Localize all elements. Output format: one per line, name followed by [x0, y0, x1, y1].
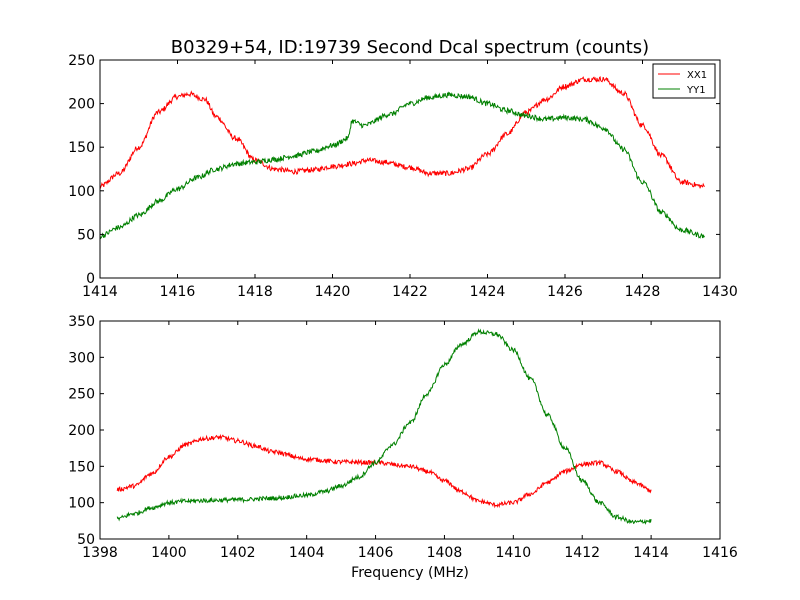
- legend-box: [652, 63, 716, 99]
- bottom-plot: 1398 1400 1402 1404 1406 1408 1410 1412 1414 1416…: [68, 314, 738, 561]
- x-tick-label: 1424: [470, 284, 506, 300]
- y-tick-label: 100: [68, 184, 95, 200]
- y-tick-label: 50: [77, 227, 95, 243]
- x-tick-label: 1404: [289, 545, 325, 561]
- x-tick-label: 1406: [358, 545, 394, 561]
- x-tick-label: 1408: [427, 545, 463, 561]
- xx1-line: [116, 433, 652, 509]
- top-chart-title: B0329+54, ID:19739 Second Dcal spectrum …: [171, 37, 649, 58]
- x-tick-label: 1428: [625, 284, 661, 300]
- y-tick-label: 300: [68, 350, 95, 366]
- x-tick-label: 1414: [82, 284, 118, 300]
- x-tick-label: 1416: [160, 284, 196, 300]
- bottom-x-axis-label: Frequency (MHz): [351, 565, 469, 581]
- y-tick-label: 100: [68, 496, 95, 512]
- y-tick-label: 200: [68, 97, 95, 113]
- y-tick-label: 250: [68, 53, 95, 69]
- x-tick-label: 1400: [151, 545, 187, 561]
- x-tick-label: 1430: [702, 284, 738, 300]
- x-tick-label: 1410: [496, 545, 532, 561]
- legend-label: XX1: [687, 70, 707, 81]
- y-tick-label: 150: [68, 459, 95, 475]
- x-tick-label: 1398: [82, 545, 118, 561]
- x-tick-label: 1412: [564, 545, 600, 561]
- yy1-line: [99, 91, 705, 240]
- xx1-line: [99, 75, 705, 189]
- x-tick-label: 1416: [702, 545, 738, 561]
- y-tick-label: 200: [68, 423, 95, 439]
- y-tick-label: 250: [68, 387, 95, 403]
- top-plot: 1414 1416 1418 1420 1422 1424 1426 1428 1430 0 50 1…: [68, 53, 738, 300]
- y-tick-label: 0: [86, 271, 95, 287]
- x-tick-label: 1402: [220, 545, 256, 561]
- yy1-line: [116, 328, 652, 525]
- y-tick-label: 150: [68, 140, 95, 156]
- x-tick-label: 1422: [392, 284, 428, 300]
- x-tick-label: 1414: [633, 545, 669, 561]
- y-tick-label: 350: [68, 314, 95, 330]
- x-tick-label: 1426: [547, 284, 583, 300]
- y-tick-label: 50: [77, 532, 95, 548]
- x-tick-label: 1420: [315, 284, 351, 300]
- legend-label: YY1: [686, 85, 706, 96]
- x-tick-label: 1418: [237, 284, 273, 300]
